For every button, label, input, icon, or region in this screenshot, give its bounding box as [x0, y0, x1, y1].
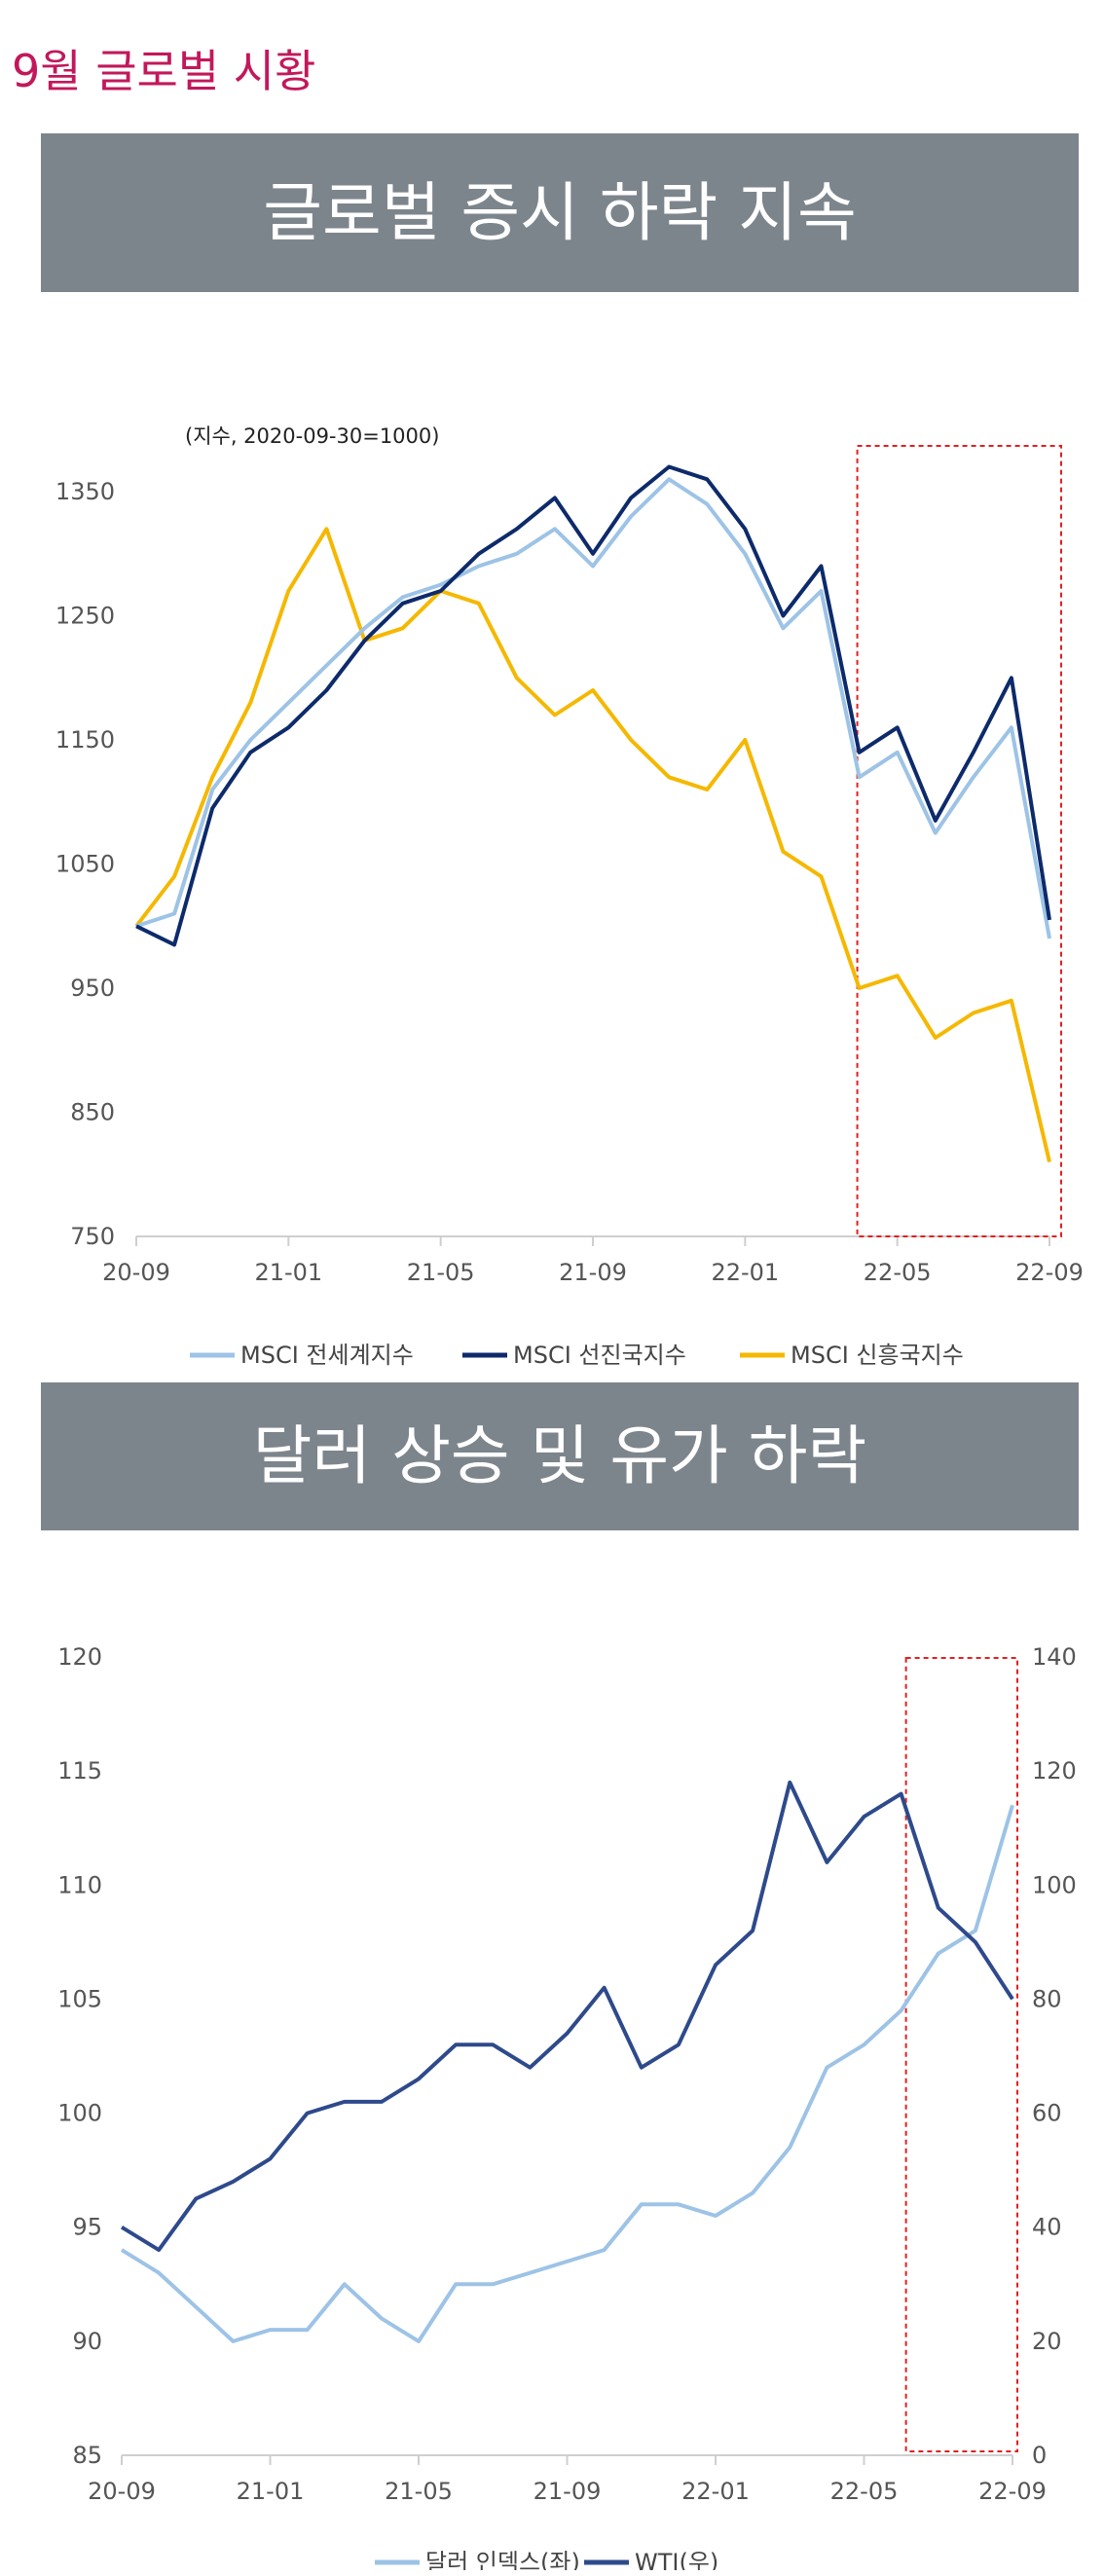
x-tick-label: 21-01: [237, 2478, 305, 2505]
y-left-tick-label: 105: [57, 1985, 102, 2012]
y-left-tick-label: 120: [57, 1643, 102, 1671]
y-right-tick-label: 40: [1032, 2214, 1062, 2241]
x-tick-label: 21-01: [254, 1259, 322, 1286]
x-tick-label: 22-09: [1015, 1259, 1084, 1286]
legend-label: WTI(우): [635, 2549, 718, 2570]
x-tick-label: 21-05: [385, 2478, 453, 2505]
section-banner-equity: 글로벌 증시 하락 지속: [41, 133, 1079, 292]
x-tick-label: 22-05: [864, 1259, 932, 1286]
y-right-tick-label: 0: [1032, 2442, 1047, 2469]
y-left-tick-label: 115: [57, 1757, 102, 1785]
y-left-tick-label: 95: [72, 2214, 102, 2241]
y-left-tick-label: 85: [72, 2442, 102, 2469]
x-tick-label: 21-05: [407, 1259, 475, 1286]
y-tick-label: 950: [70, 975, 115, 1002]
series-line-2: [135, 464, 1051, 947]
legend-label: MSCI 전세계지수: [240, 1342, 414, 1369]
section-banner-dollar-oil: 달러 상승 및 유가 하락: [41, 1382, 1079, 1530]
y-tick-label: 1050: [55, 851, 115, 878]
x-tick-label: 22-01: [681, 2478, 750, 2505]
y-right-tick-label: 20: [1032, 2328, 1062, 2355]
y-tick-label: 1350: [55, 478, 115, 505]
unit-note: (지수, 2020-09-30=1000): [185, 424, 439, 448]
y-left-tick-label: 100: [57, 2100, 102, 2127]
y-right-tick-label: 140: [1032, 1643, 1077, 1671]
y-tick-label: 1150: [55, 726, 115, 754]
x-tick-label: 22-09: [978, 2478, 1047, 2505]
y-right-tick-label: 100: [1032, 1871, 1077, 1898]
y-tick-label: 1250: [55, 603, 115, 630]
y-right-tick-label: 60: [1032, 2100, 1062, 2127]
legend-label: MSCI 선진국지수: [513, 1342, 686, 1369]
page-title: 9월 글로벌 시황: [12, 45, 316, 97]
series-line-2: [120, 1780, 1014, 2253]
series-line-1: [120, 1804, 1014, 2343]
x-tick-label: 22-05: [830, 2478, 899, 2505]
legend-label: MSCI 신흥국지수: [791, 1342, 964, 1369]
highlight-box: [904, 1657, 1018, 2452]
x-tick-label: 21-09: [534, 2478, 602, 2505]
highlight-box: [856, 445, 1062, 1237]
y-left-tick-label: 90: [72, 2328, 102, 2355]
y-right-tick-label: 120: [1032, 1757, 1077, 1785]
x-tick-label: 22-01: [711, 1259, 779, 1286]
chart-dollar-wti: 85 90 95 100 105 110 115 120 0 20 40 60 80 100 120 140 2…: [57, 1643, 1077, 2570]
y-tick-label: 750: [70, 1223, 115, 1250]
x-tick-label: 20-09: [102, 1259, 170, 1286]
legend-label: 달러 인덱스(좌): [425, 2549, 580, 2570]
x-tick-label: 21-09: [559, 1259, 627, 1286]
chart-global-equity: (지수, 2020-09-30=1000) 750 850 950 1050 1150 12…: [55, 424, 1084, 1369]
series-line-1: [135, 477, 1051, 939]
y-right-tick-label: 80: [1032, 1985, 1062, 2012]
x-tick-label: 20-09: [88, 2478, 156, 2505]
y-tick-label: 850: [70, 1099, 115, 1126]
y-left-tick-label: 110: [57, 1871, 102, 1898]
series-line-3: [134, 527, 1051, 1162]
